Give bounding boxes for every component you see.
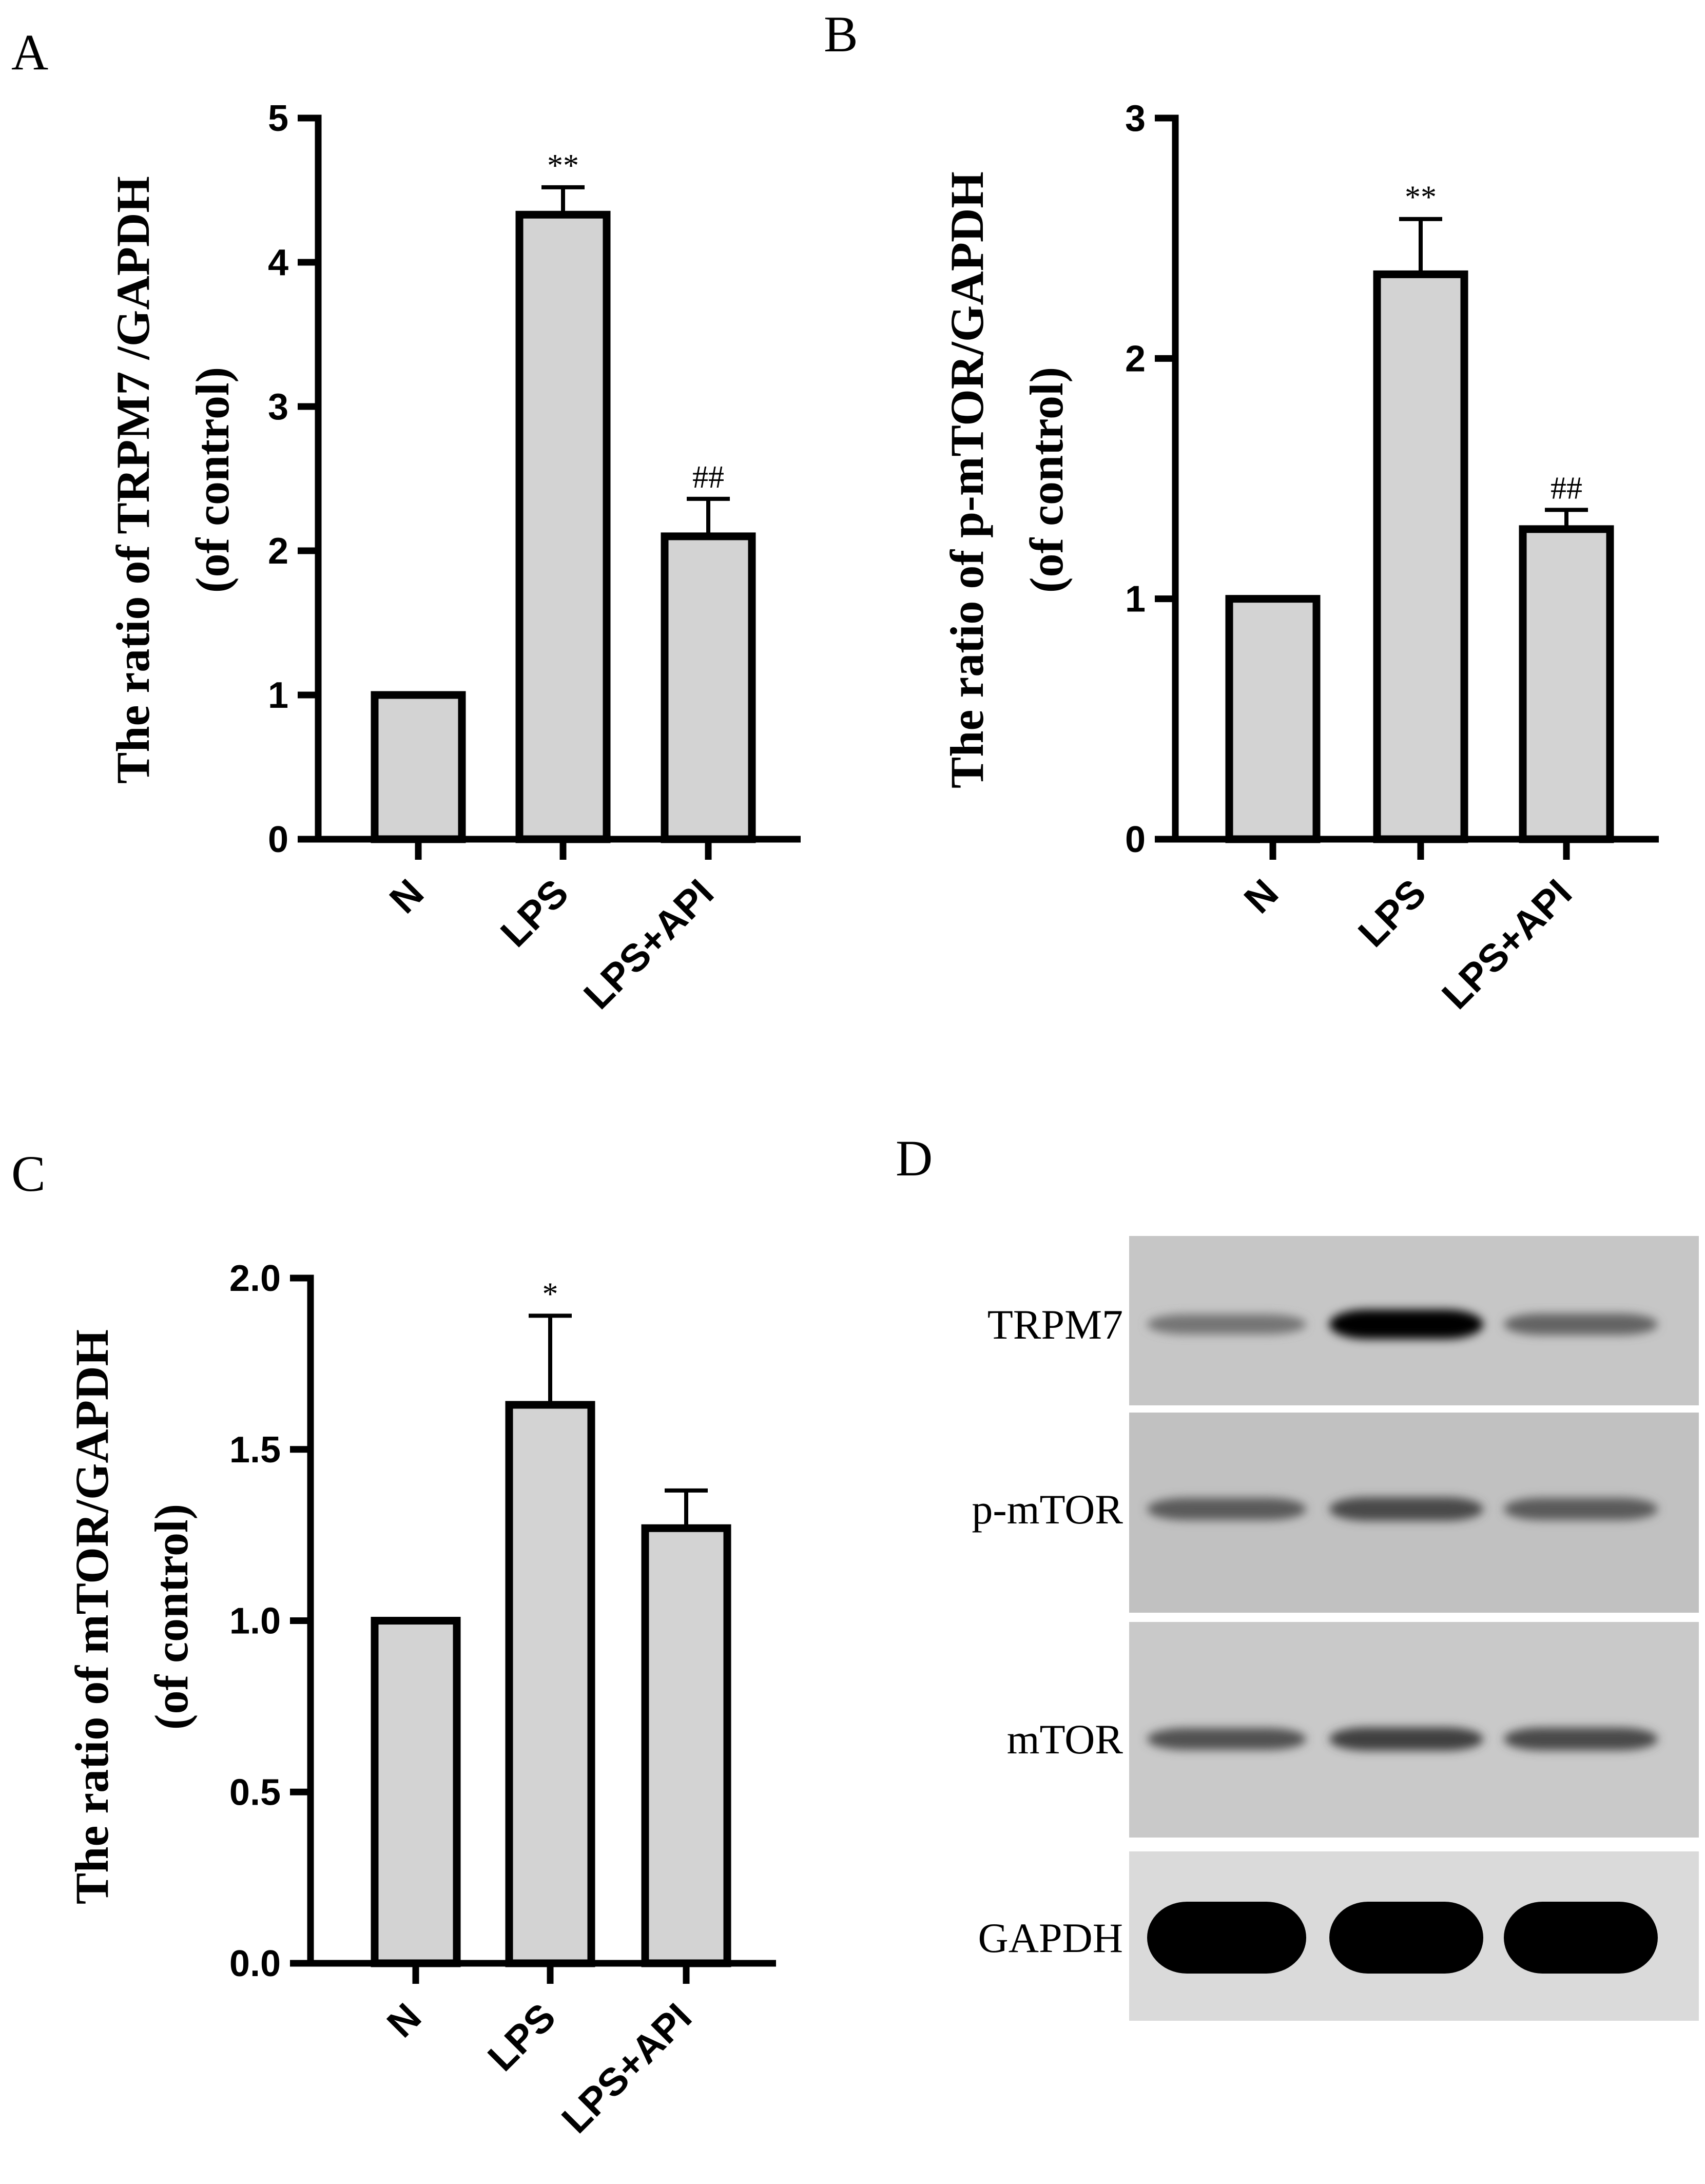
x-category-label-b: LPS+API	[1433, 871, 1580, 1018]
y-tick-label-b: 0	[1125, 819, 1146, 860]
bar-b	[1225, 595, 1321, 843]
blot-band-p-mtor	[1329, 1497, 1483, 1521]
x-category-label-c: N	[379, 1995, 430, 2046]
y-tick-label-a: 0	[268, 819, 288, 860]
significance-marker-a: ##	[692, 460, 724, 495]
significance-marker-b: **	[1405, 180, 1437, 215]
x-category-label-a: LPS+API	[575, 871, 722, 1018]
x-category-label-a: LPS	[492, 871, 577, 956]
blot-band-p-mtor	[1147, 1498, 1306, 1520]
panel-d-western-blot: D TRPM7 p-mTOR mTOR GAPDH	[896, 1130, 1699, 2021]
y-tick-label-a: 2	[268, 531, 288, 572]
y-axis-label-b-line1: The ratio of p-mTOR/GAPDH	[941, 171, 993, 788]
bar-b	[1373, 270, 1468, 843]
blot-band-trpm7	[1504, 1313, 1658, 1335]
panel-letter-b: B	[824, 6, 858, 63]
bar-a	[515, 210, 611, 843]
y-axis-label-c-line2: (of control)	[145, 1504, 198, 1730]
y-tick-label-c: 1.5	[229, 1429, 281, 1471]
blot-band-mtor	[1504, 1727, 1658, 1751]
significance-marker-b: ##	[1551, 471, 1582, 506]
bar-b	[1519, 525, 1614, 843]
bar-a	[371, 691, 466, 843]
blot-row-label-gapdh: GAPDH	[978, 1915, 1123, 1961]
y-tick-label-b: 2	[1125, 338, 1146, 379]
panel-letter-a: A	[11, 24, 48, 81]
bar-a	[661, 532, 756, 843]
blot-band-trpm7	[1147, 1314, 1306, 1335]
blot-row-label-trpm7: TRPM7	[987, 1301, 1123, 1348]
significance-marker-a: **	[547, 148, 579, 183]
blot-band-trpm7	[1329, 1309, 1483, 1339]
blot-band-gapdh	[1329, 1902, 1483, 1974]
x-category-label-a: N	[381, 871, 432, 922]
panel-letter-d: D	[896, 1130, 933, 1187]
x-category-label-b: LPS	[1350, 871, 1435, 956]
blot-row-label-p-mtor: p-mTOR	[972, 1486, 1123, 1533]
x-category-label-c: LPS	[479, 1995, 564, 2080]
bar-c	[641, 1524, 731, 1967]
y-tick-label-a: 5	[268, 98, 288, 139]
y-axis-label-a-line2: (of control)	[186, 367, 239, 593]
panel-a-chart: A The ratio of TRPM7 /GAPDH (of control)…	[11, 24, 801, 1018]
y-tick-label-a: 3	[268, 386, 288, 428]
y-tick-label-c: 2.0	[229, 1258, 281, 1299]
significance-marker-c: *	[542, 1277, 558, 1311]
y-axis-label-c-line1: The ratio of mTOR/GAPDH	[66, 1329, 118, 1904]
bar-c	[505, 1401, 595, 1967]
y-tick-label-c: 1.0	[229, 1601, 281, 1642]
blot-band-gapdh	[1504, 1902, 1658, 1974]
y-axis-label-b-line2: (of control)	[1020, 367, 1073, 593]
x-category-label-c: LPS+API	[553, 1995, 700, 2142]
y-tick-label-b: 3	[1125, 98, 1146, 139]
blot-band-mtor	[1147, 1728, 1306, 1750]
blot-row-label-mtor: mTOR	[1007, 1716, 1123, 1763]
blot-band-gapdh	[1147, 1902, 1306, 1974]
y-tick-label-c: 0.5	[229, 1772, 281, 1813]
panel-letter-c: C	[11, 1145, 46, 1202]
y-tick-label-a: 1	[268, 675, 288, 716]
x-category-label-b: N	[1236, 871, 1287, 922]
y-axis-label-a-line1: The ratio of TRPM7 /GAPDH	[107, 176, 159, 784]
y-tick-label-c: 0.0	[229, 1943, 281, 1984]
bar-c	[371, 1617, 461, 1967]
panel-c-chart: C The ratio of mTOR/GAPDH (of control) 0…	[11, 1145, 776, 2142]
y-tick-label-b: 1	[1125, 579, 1146, 620]
blot-band-p-mtor	[1504, 1498, 1658, 1520]
y-tick-label-a: 4	[268, 242, 288, 283]
blot-band-mtor	[1329, 1727, 1483, 1751]
panel-b-chart: B The ratio of p-mTOR/GAPDH (of control)…	[824, 6, 1659, 1018]
